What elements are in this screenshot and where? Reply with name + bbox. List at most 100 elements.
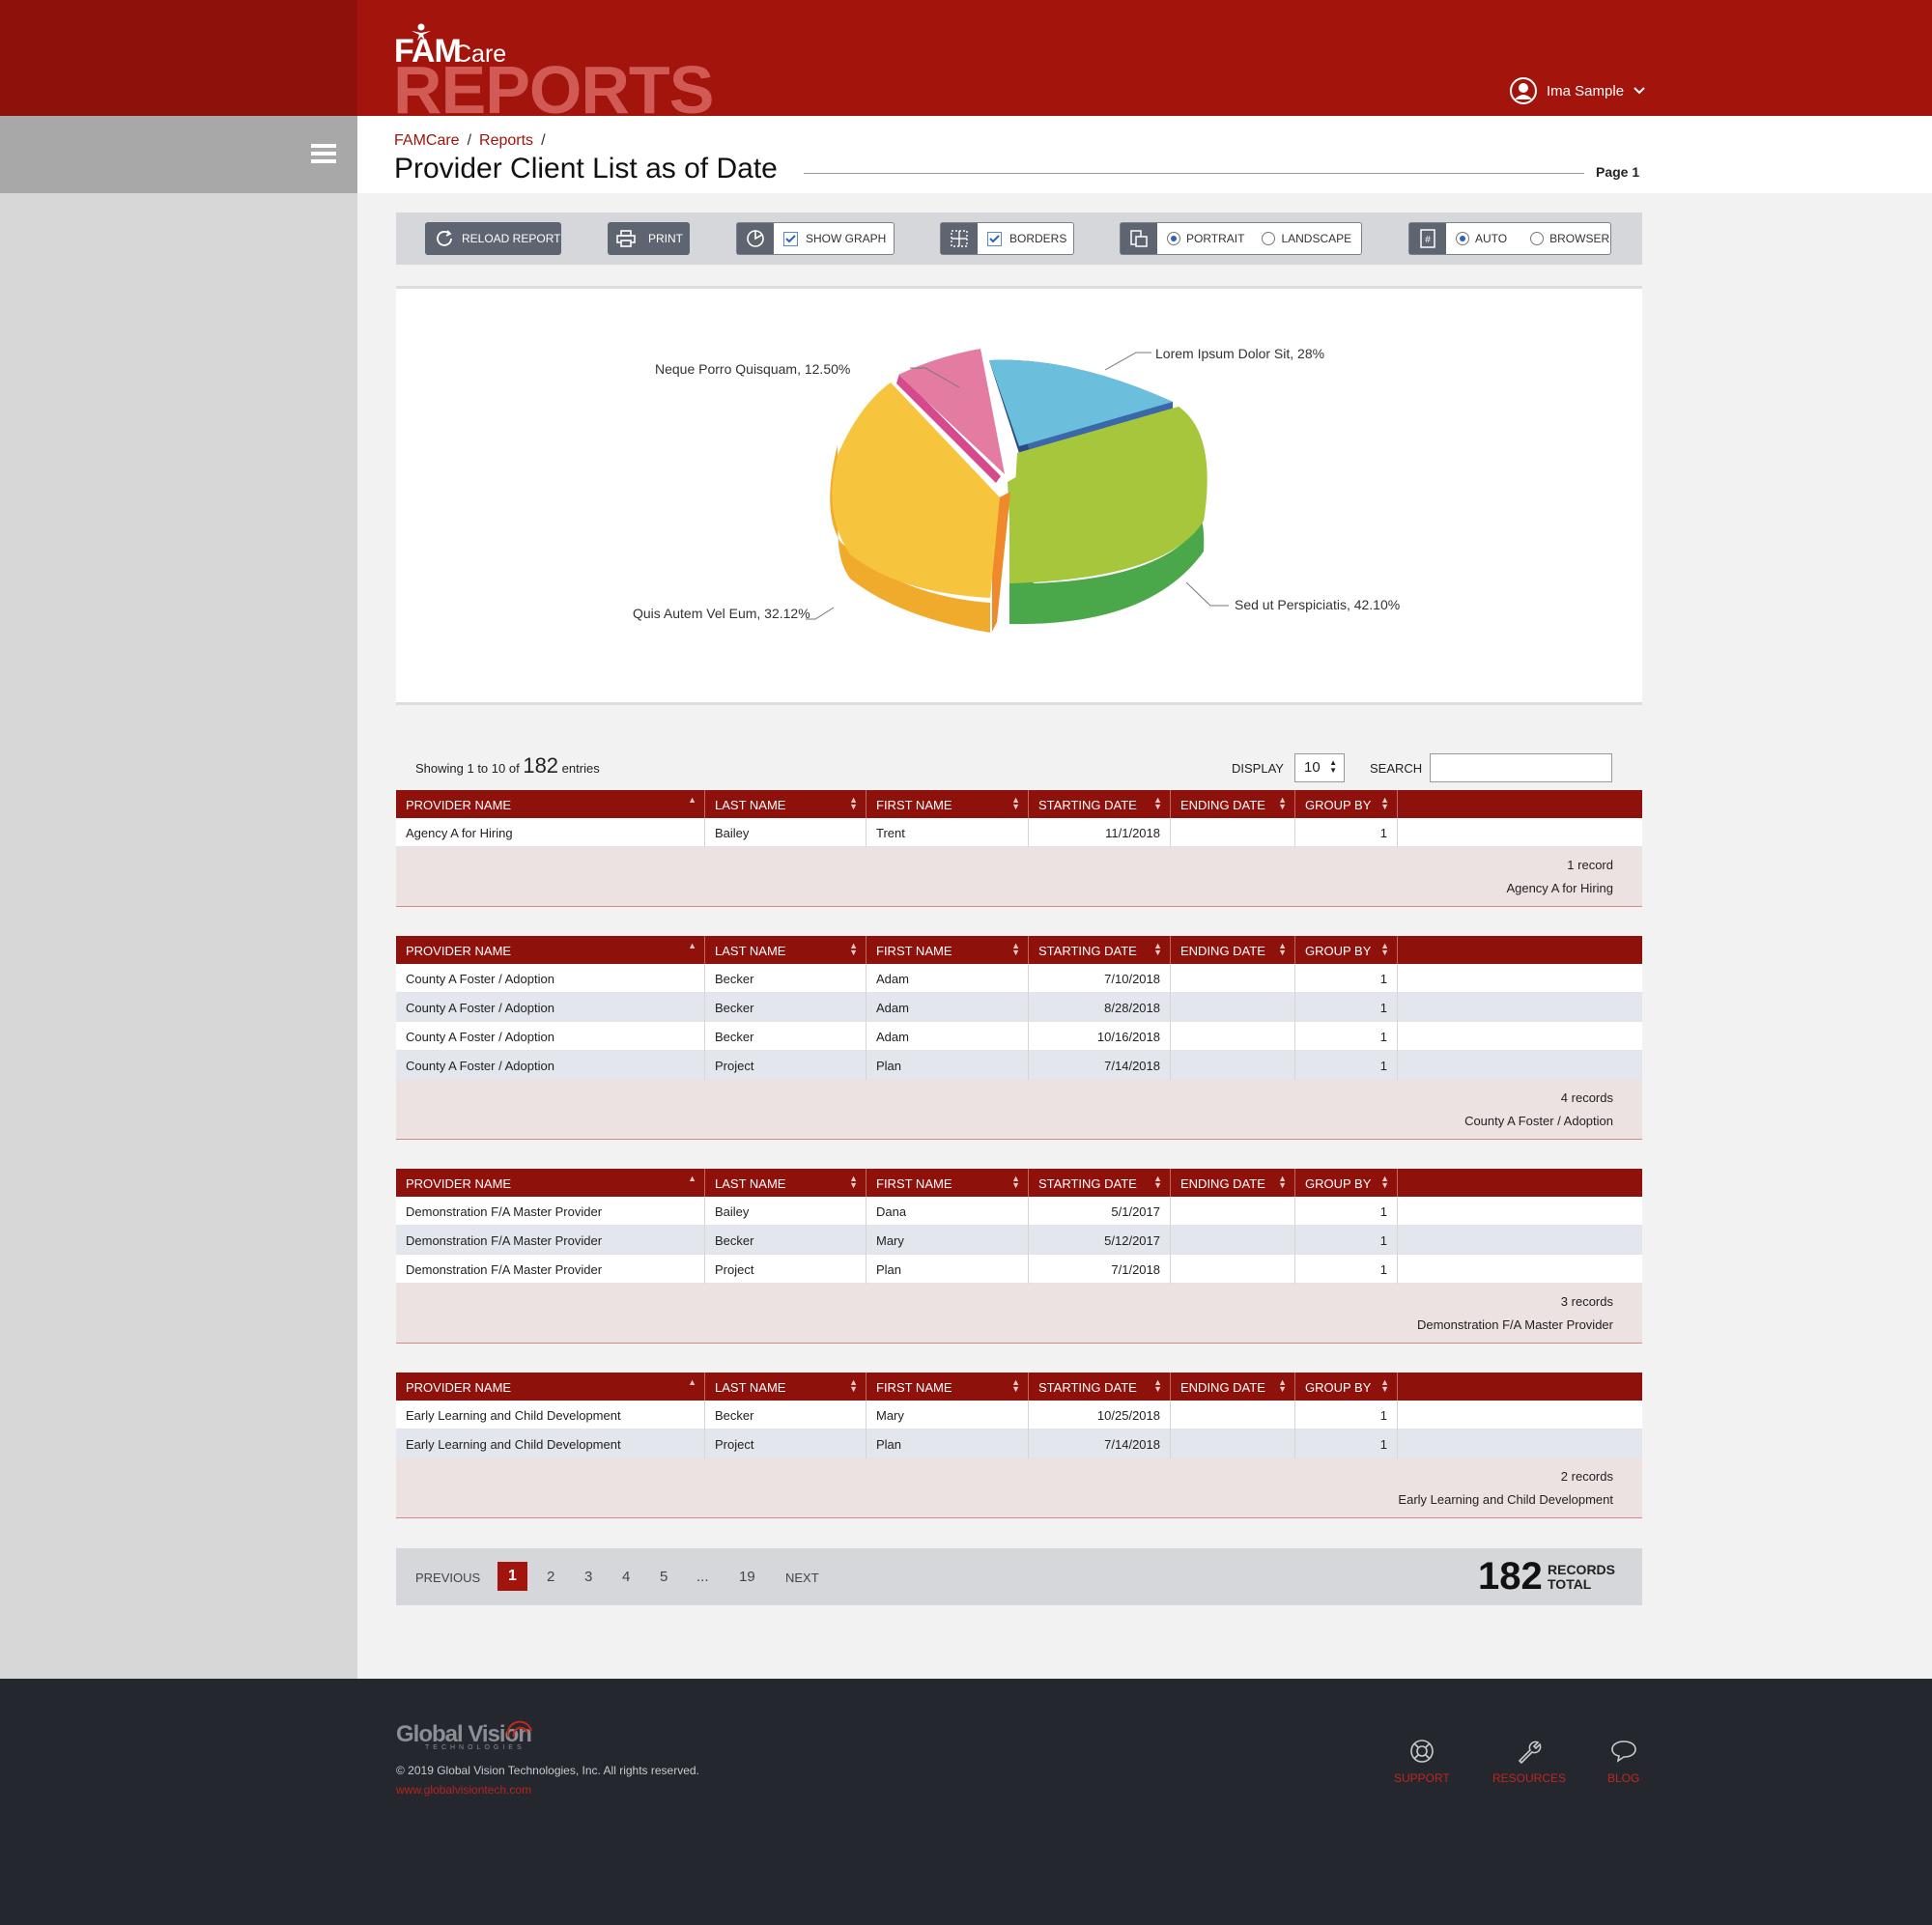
column-header[interactable]: STARTING DATE ▲ ▼ (1029, 936, 1171, 964)
entries-count: 182 (523, 753, 559, 778)
show-graph-checkbox[interactable] (783, 231, 798, 246)
borders-label: BORDERS (1009, 232, 1067, 245)
table-cell: Bailey (705, 1197, 867, 1226)
user-menu[interactable]: Ima Sample (1510, 77, 1645, 104)
pie-slice-lorem (989, 359, 1173, 446)
show-graph-toggle[interactable]: SHOW GRAPH (736, 222, 895, 255)
chat-bubble-icon (1610, 1741, 1636, 1763)
pagination-page[interactable]: 5 (660, 1569, 668, 1585)
portrait-label: PORTRAIT (1186, 232, 1245, 245)
show-graph-label: SHOW GRAPH (806, 232, 887, 245)
table-cell: 10/16/2018 (1029, 1022, 1171, 1051)
pagination-page[interactable]: 2 (547, 1569, 555, 1585)
table-header: PROVIDER NAME ▲ LAST NAME ▲ ▼ FIRST NAME ▲ ▼ STA… (396, 936, 1642, 964)
table-cell (1171, 964, 1295, 993)
print-button[interactable]: PRINT (608, 222, 690, 255)
sidebar-header (0, 116, 357, 193)
group-provider-name: Demonstration F/A Master Provider (1416, 1317, 1613, 1332)
column-header[interactable]: LAST NAME ▲ ▼ (705, 1373, 867, 1401)
column-header-label: GROUP BY (1305, 944, 1372, 958)
table-cell-spacer (1398, 964, 1642, 993)
blog-link[interactable]: BLOG (1607, 1739, 1639, 1785)
column-header-label: STARTING DATE (1038, 798, 1137, 812)
landscape-label: LANDSCAPE (1281, 232, 1352, 245)
column-header[interactable]: ENDING DATE ▲ ▼ (1171, 1373, 1295, 1401)
support-link[interactable]: SUPPORT (1394, 1739, 1450, 1785)
table-row[interactable]: Demonstration F/A Master Provider Becker M… (396, 1226, 1642, 1255)
column-header[interactable]: LAST NAME ▲ ▼ (705, 1169, 867, 1197)
pagination-previous[interactable]: PREVIOUS (415, 1571, 481, 1585)
column-header[interactable]: PROVIDER NAME ▲ (396, 1373, 705, 1401)
column-header-label: FIRST NAME (876, 944, 952, 958)
orientation-icon (1121, 223, 1157, 254)
table-cell (1171, 1430, 1295, 1458)
table-row[interactable]: County A Foster / Adoption Becker Adam 7/10… (396, 964, 1642, 993)
column-header[interactable]: FIRST NAME ▲ ▼ (867, 936, 1029, 964)
column-header[interactable]: FIRST NAME ▲ ▼ (867, 1373, 1029, 1401)
records-total-number: 182 (1478, 1555, 1543, 1598)
group-record-count: 4 records (1560, 1090, 1613, 1105)
column-header[interactable]: LAST NAME ▲ ▼ (705, 790, 867, 818)
borders-checkbox[interactable] (987, 231, 1002, 246)
column-header[interactable]: PROVIDER NAME ▲ (396, 936, 705, 964)
pie-slice-quis (832, 382, 1000, 598)
portrait-radio[interactable] (1167, 232, 1180, 245)
search-input[interactable] (1430, 753, 1612, 782)
provider-group: PROVIDER NAME ▲ LAST NAME ▲ ▼ FIRST NAME ▲ ▼ STA… (396, 1169, 1642, 1344)
website-link[interactable]: www.globalvisiontech.com (396, 1783, 532, 1797)
column-header[interactable]: LAST NAME ▲ ▼ (705, 936, 867, 964)
pie-slice-side (896, 374, 1001, 483)
table-cell: Project (705, 1051, 867, 1080)
landscape-radio[interactable] (1262, 232, 1276, 245)
column-header[interactable]: GROUP BY ▲ ▼ (1295, 790, 1398, 818)
column-header[interactable]: ENDING DATE ▲ ▼ (1171, 936, 1295, 964)
column-header[interactable]: STARTING DATE ▲ ▼ (1029, 1169, 1171, 1197)
browser-radio[interactable] (1530, 232, 1545, 245)
table-cell-spacer (1398, 1197, 1642, 1226)
table-row[interactable]: Agency A for Hiring Bailey Trent 11/1/2018 1 (396, 818, 1642, 847)
breadcrumb-reports[interactable]: Reports (479, 132, 534, 149)
column-header[interactable]: PROVIDER NAME ▲ (396, 1169, 705, 1197)
pagination-page[interactable]: 4 (622, 1569, 631, 1585)
column-header[interactable]: STARTING DATE ▲ ▼ (1029, 1373, 1171, 1401)
signal-arc-icon (506, 1720, 532, 1738)
table-row[interactable]: Early Learning and Child Development Beck… (396, 1401, 1642, 1430)
pagination-page[interactable]: 19 (739, 1569, 755, 1585)
table-row[interactable]: Demonstration F/A Master Provider Project… (396, 1255, 1642, 1284)
sort-icon: ▲ ▼ (1278, 1377, 1287, 1394)
hamburger-menu-icon[interactable] (311, 143, 336, 164)
breadcrumb-famcare[interactable]: FAMCare (394, 132, 460, 149)
column-header[interactable]: PROVIDER NAME ▲ (396, 790, 705, 818)
column-header[interactable]: GROUP BY ▲ ▼ (1295, 936, 1398, 964)
column-header[interactable]: GROUP BY ▲ ▼ (1295, 1373, 1398, 1401)
pagination-next[interactable]: NEXT (785, 1571, 819, 1585)
table-row[interactable]: County A Foster / Adoption Project Plan 7/1… (396, 1051, 1642, 1080)
table-row[interactable]: Demonstration F/A Master Provider Bailey D… (396, 1197, 1642, 1226)
header-left-block (0, 0, 357, 116)
column-header[interactable]: GROUP BY ▲ ▼ (1295, 1169, 1398, 1197)
auto-radio[interactable] (1456, 232, 1469, 245)
table-row[interactable]: County A Foster / Adoption Becker Adam 10/1… (396, 1022, 1642, 1051)
column-header[interactable]: ENDING DATE ▲ ▼ (1171, 790, 1295, 818)
column-header[interactable]: FIRST NAME ▲ ▼ (867, 1169, 1029, 1197)
table-cell: 7/14/2018 (1029, 1051, 1171, 1080)
table-row[interactable]: County A Foster / Adoption Becker Adam 8/28… (396, 993, 1642, 1022)
column-header[interactable]: ENDING DATE ▲ ▼ (1171, 1169, 1295, 1197)
footer (0, 1679, 1932, 1925)
column-header[interactable]: STARTING DATE ▲ ▼ (1029, 790, 1171, 818)
sort-icon: ▲ ▼ (1011, 1377, 1020, 1394)
pagination-page[interactable]: 3 (584, 1569, 593, 1585)
column-header-spacer (1398, 1373, 1642, 1401)
pagination-current-page[interactable]: 1 (497, 1562, 527, 1591)
reload-report-button[interactable]: RELOAD REPORT (425, 222, 561, 255)
table-cell: Plan (867, 1430, 1029, 1458)
table-row[interactable]: Early Learning and Child Development Proj… (396, 1430, 1642, 1458)
group-summary: 1 record Agency A for Hiring (396, 847, 1642, 907)
column-header[interactable]: FIRST NAME ▲ ▼ (867, 790, 1029, 818)
global-vision-subtitle: TECHNOLOGIES (425, 1744, 526, 1751)
borders-toggle[interactable]: BORDERS (940, 222, 1074, 255)
display-select[interactable]: 10 ▲ ▼ (1294, 753, 1345, 782)
column-header-label: PROVIDER NAME (406, 1176, 512, 1191)
table-cell (1171, 1255, 1295, 1284)
resources-link[interactable]: RESOURCES (1492, 1739, 1566, 1785)
